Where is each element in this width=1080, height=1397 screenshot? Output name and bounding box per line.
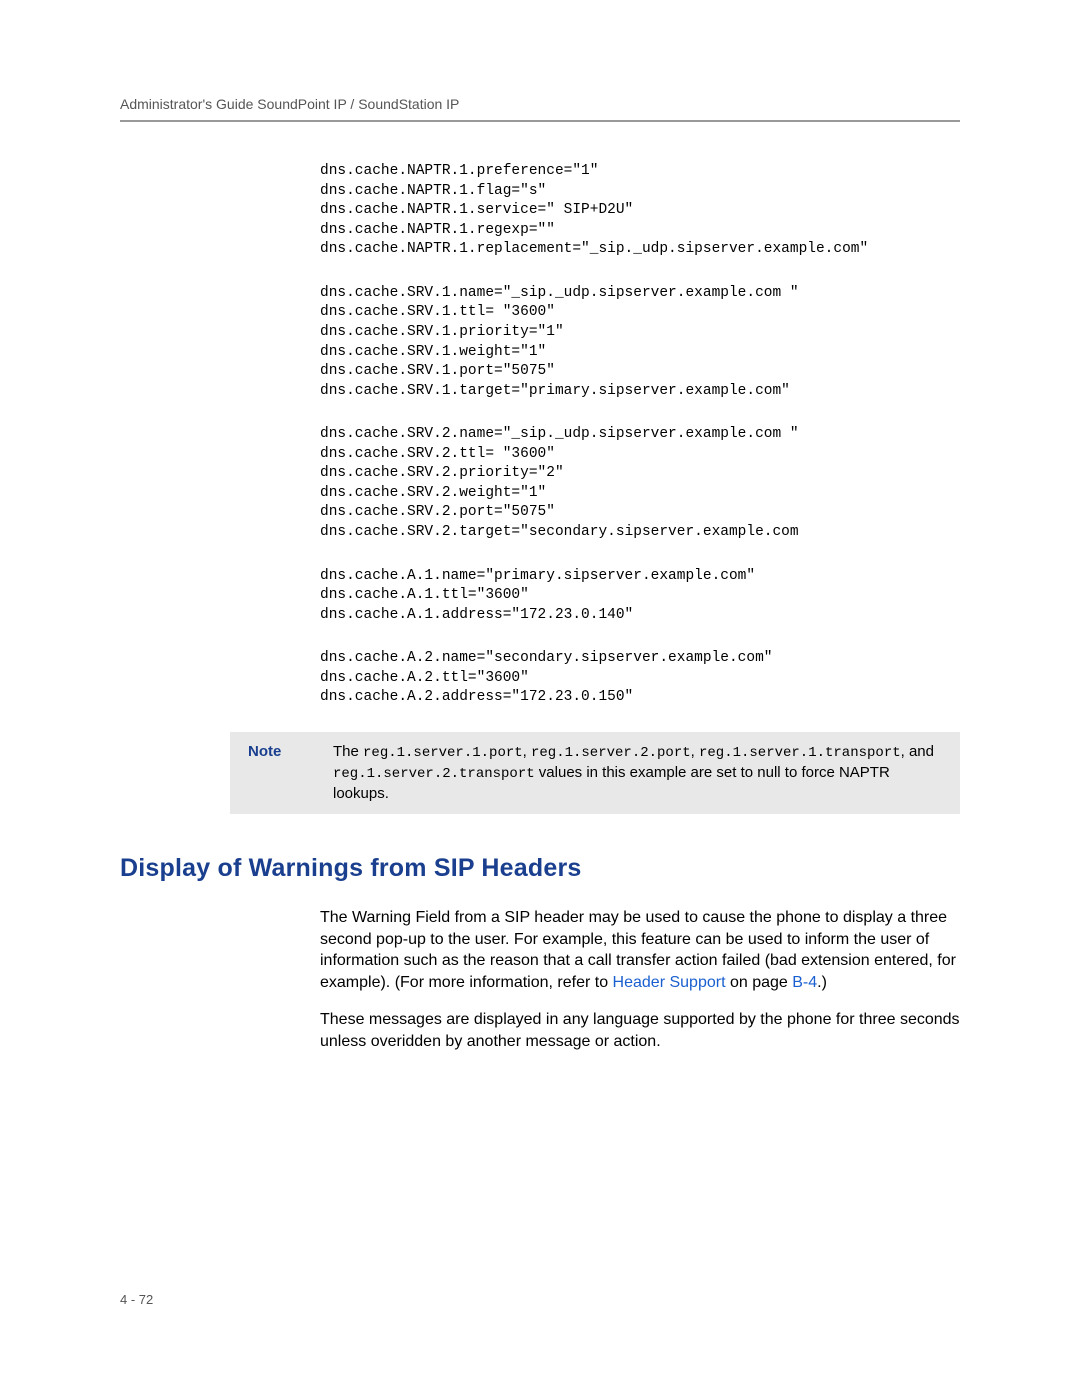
note-code-2: reg.1.server.2.port <box>531 745 691 761</box>
document-page: Administrator's Guide SoundPoint IP / So… <box>0 0 1080 1129</box>
para1-text-c: .) <box>817 974 827 991</box>
note-code-4: reg.1.server.2.transport <box>333 766 535 782</box>
note-sep-3: , and <box>901 743 934 760</box>
body-paragraph-1: The Warning Field from a SIP header may … <box>320 907 960 993</box>
note-text-pre: The <box>333 743 363 760</box>
config-block-a1: dns.cache.A.1.name="primary.sipserver.ex… <box>320 567 960 626</box>
page-header: Administrator's Guide SoundPoint IP / So… <box>120 96 960 112</box>
config-block-a2: dns.cache.A.2.name="secondary.sipserver.… <box>320 649 960 708</box>
config-block-srv2: dns.cache.SRV.2.name="_sip._udp.sipserve… <box>320 425 960 542</box>
section-heading: Display of Warnings from SIP Headers <box>120 854 960 883</box>
note-box: Note The reg.1.server.1.port, reg.1.serv… <box>230 732 960 814</box>
para1-text-b: on page <box>726 974 793 991</box>
body-paragraph-2: These messages are displayed in any lang… <box>320 1009 960 1052</box>
header-rule <box>120 120 960 122</box>
note-sep-2: , <box>691 743 699 760</box>
note-code-1: reg.1.server.1.port <box>363 745 523 761</box>
config-block-naptr: dns.cache.NAPTR.1.preference="1" dns.cac… <box>320 162 960 260</box>
page-number: 4 - 72 <box>120 1292 153 1307</box>
note-label: Note <box>248 742 303 804</box>
note-body: The reg.1.server.1.port, reg.1.server.2.… <box>333 742 942 804</box>
note-sep-1: , <box>523 743 531 760</box>
header-support-link[interactable]: Header Support <box>613 974 726 991</box>
config-block-srv1: dns.cache.SRV.1.name="_sip._udp.sipserve… <box>320 284 960 401</box>
page-ref-link[interactable]: B-4 <box>792 974 817 991</box>
note-code-3: reg.1.server.1.transport <box>699 745 901 761</box>
